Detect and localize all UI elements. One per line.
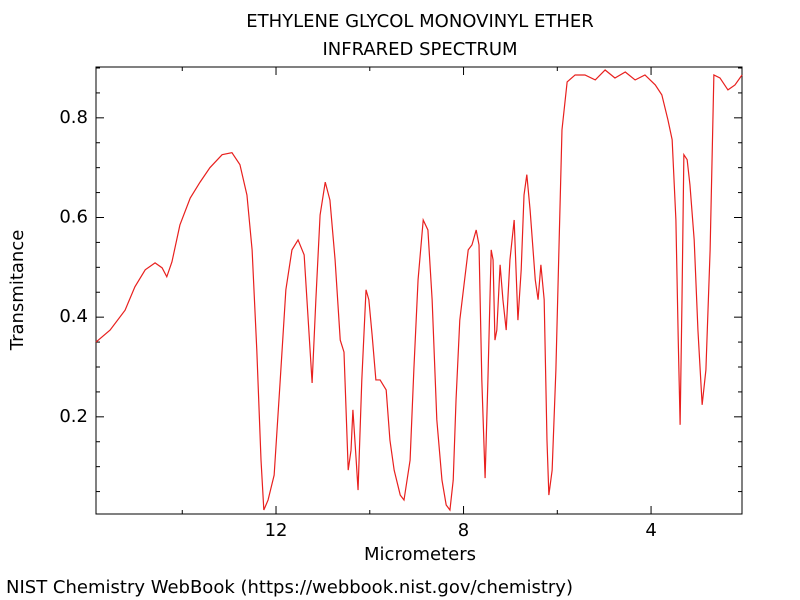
y-tick-label: 0.4 — [59, 306, 88, 327]
plot-frame — [95, 66, 743, 515]
y-tick-label: 0.6 — [59, 206, 88, 227]
y-axis-label: Transmitance — [7, 230, 28, 352]
spectrum-line — [95, 69, 743, 512]
footer: NIST Chemistry WebBook (https://webbook.… — [6, 577, 573, 598]
x-tick-label: 4 — [645, 520, 656, 541]
y-tick-label: 0.2 — [59, 406, 88, 427]
y-tick-label: 0.8 — [59, 107, 88, 128]
x-tick-label: 12 — [265, 520, 288, 541]
x-axis-label: Micrometers — [364, 544, 476, 565]
chart-title: ETHYLENE GLYCOL MONOVINYL ETHER — [246, 11, 594, 32]
x-tick-label: 8 — [458, 520, 469, 541]
chart-subtitle: INFRARED SPECTRUM — [322, 39, 517, 60]
